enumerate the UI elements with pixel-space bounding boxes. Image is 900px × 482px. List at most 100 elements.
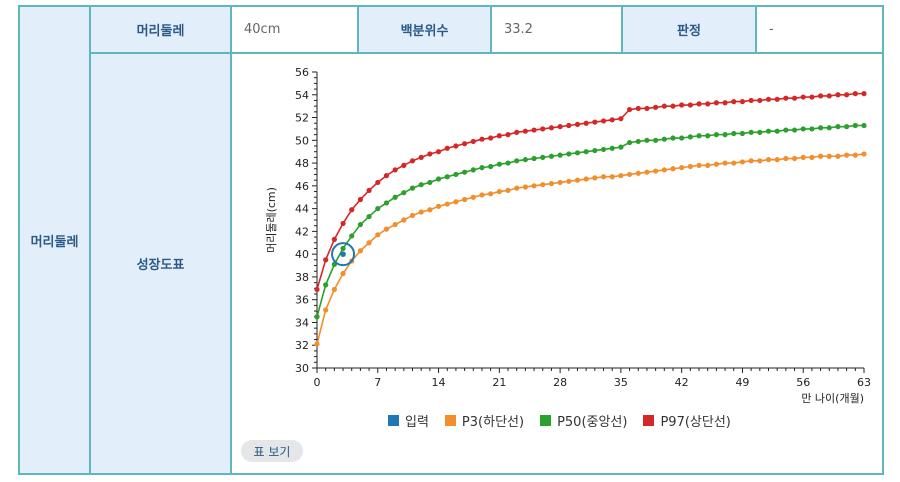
series-line-1	[316, 124, 864, 317]
series-point-0	[852, 152, 858, 158]
series-point-2	[427, 151, 433, 157]
series-point-2	[557, 124, 563, 130]
series-point-0	[826, 153, 832, 159]
chart-label: 성장도표	[136, 258, 185, 273]
series-point-1	[722, 132, 728, 138]
legend-item-p97[interactable]: P97(상단선)	[643, 411, 731, 430]
series-point-0	[444, 201, 450, 207]
series-point-0	[375, 232, 381, 238]
series-point-0	[592, 175, 598, 181]
series-point-0	[739, 159, 746, 165]
series-point-2	[765, 96, 772, 102]
input-point	[340, 251, 346, 257]
series-line-0	[316, 153, 865, 345]
series-point-1	[418, 182, 424, 188]
legend-swatch-p50	[540, 415, 552, 426]
series-point-2	[635, 105, 641, 112]
series-point-0	[357, 248, 364, 254]
series-point-0	[366, 240, 372, 246]
series-point-0	[566, 178, 572, 184]
series-point-0	[531, 183, 537, 189]
series-point-0	[618, 173, 624, 179]
legend-item-p50[interactable]: P50(중앙선)	[540, 411, 627, 430]
x-tick-label: 56	[796, 376, 810, 389]
series-point-0	[496, 188, 502, 195]
series-point-1	[470, 167, 476, 173]
series-point-1	[687, 134, 693, 140]
series-point-0	[435, 203, 442, 209]
series-point-0	[687, 163, 693, 170]
series-point-0	[540, 182, 546, 188]
series-point-2	[592, 119, 598, 125]
series-point-0	[783, 155, 789, 162]
series-point-1	[852, 122, 858, 129]
series-point-2	[540, 126, 546, 132]
y-tick-label: 34	[295, 316, 309, 329]
series-point-0	[583, 176, 589, 182]
series-point-2	[800, 94, 806, 100]
series-point-1	[479, 165, 485, 171]
legend-swatch-p3	[444, 415, 456, 426]
series-point-1	[375, 206, 381, 212]
chart-legend: 입력 P3(하단선) P50(중앙선) P97(상단선)	[388, 411, 731, 430]
series-point-1	[653, 137, 659, 143]
series-point-2	[722, 100, 728, 106]
series-point-1	[835, 124, 841, 130]
series-point-2	[713, 100, 719, 106]
series-point-1	[817, 125, 824, 131]
row-header-head-circumference: 머리둘레	[20, 7, 89, 473]
legend-label-p50: P50(중앙선)	[557, 415, 628, 430]
series-point-1	[800, 126, 806, 132]
legend-item-input[interactable]: 입력	[388, 411, 429, 430]
series-point-0	[705, 162, 711, 168]
series-point-2	[791, 95, 798, 101]
legend-item-p3[interactable]: P3(하단선)	[444, 411, 524, 430]
y-tick-label: 36	[295, 294, 309, 307]
series-point-1	[774, 128, 780, 134]
x-tick-label: 14	[432, 376, 446, 389]
series-point-2	[357, 196, 364, 203]
series-point-0	[679, 165, 685, 171]
series-point-1	[844, 124, 850, 130]
series-point-1	[349, 233, 355, 239]
series-point-0	[548, 180, 555, 187]
percentile-value: 33.2	[504, 22, 533, 37]
series-point-0	[748, 158, 754, 164]
y-axis-label: 머리둘레(cm)	[265, 187, 278, 253]
series-point-1	[609, 145, 615, 151]
growth-table: 머리둘레 머리둘레 40cm 백분위수 33.2 판정 - 성장도표	[18, 5, 884, 475]
series-point-0	[418, 209, 424, 215]
verdict-label: 판정	[677, 24, 701, 39]
verdict-value-cell: -	[757, 7, 882, 52]
percentile-label-cell: 백분위수	[359, 7, 490, 52]
series-point-2	[583, 120, 589, 126]
y-tick-label: 52	[295, 112, 309, 125]
series-point-2	[462, 141, 468, 147]
series-point-2	[618, 116, 624, 122]
series-point-2	[687, 102, 693, 108]
series-point-1	[592, 147, 598, 154]
x-tick-label: 28	[553, 376, 567, 389]
series-point-1	[540, 154, 546, 160]
series-point-1	[626, 139, 633, 146]
series-point-2	[340, 220, 346, 227]
series-point-0	[653, 168, 659, 174]
series-point-1	[731, 130, 737, 137]
series-point-1	[505, 160, 511, 166]
series-point-2	[739, 99, 746, 105]
series-point-0	[514, 185, 520, 191]
series-point-2	[696, 101, 702, 107]
series-point-1	[488, 163, 494, 170]
measure-label: 머리둘레	[136, 24, 185, 39]
table-view-button[interactable]: 표 보기	[241, 440, 303, 462]
series-point-2	[366, 187, 372, 193]
legend-label-input: 입력	[405, 415, 429, 430]
series-point-0	[462, 196, 468, 203]
y-tick-label: 46	[295, 180, 309, 193]
series-point-1	[705, 133, 711, 139]
row-header-label: 머리둘레	[30, 234, 79, 250]
series-point-0	[522, 184, 528, 190]
series-point-0	[765, 157, 772, 163]
series-point-1	[583, 149, 589, 155]
series-point-1	[531, 155, 537, 162]
